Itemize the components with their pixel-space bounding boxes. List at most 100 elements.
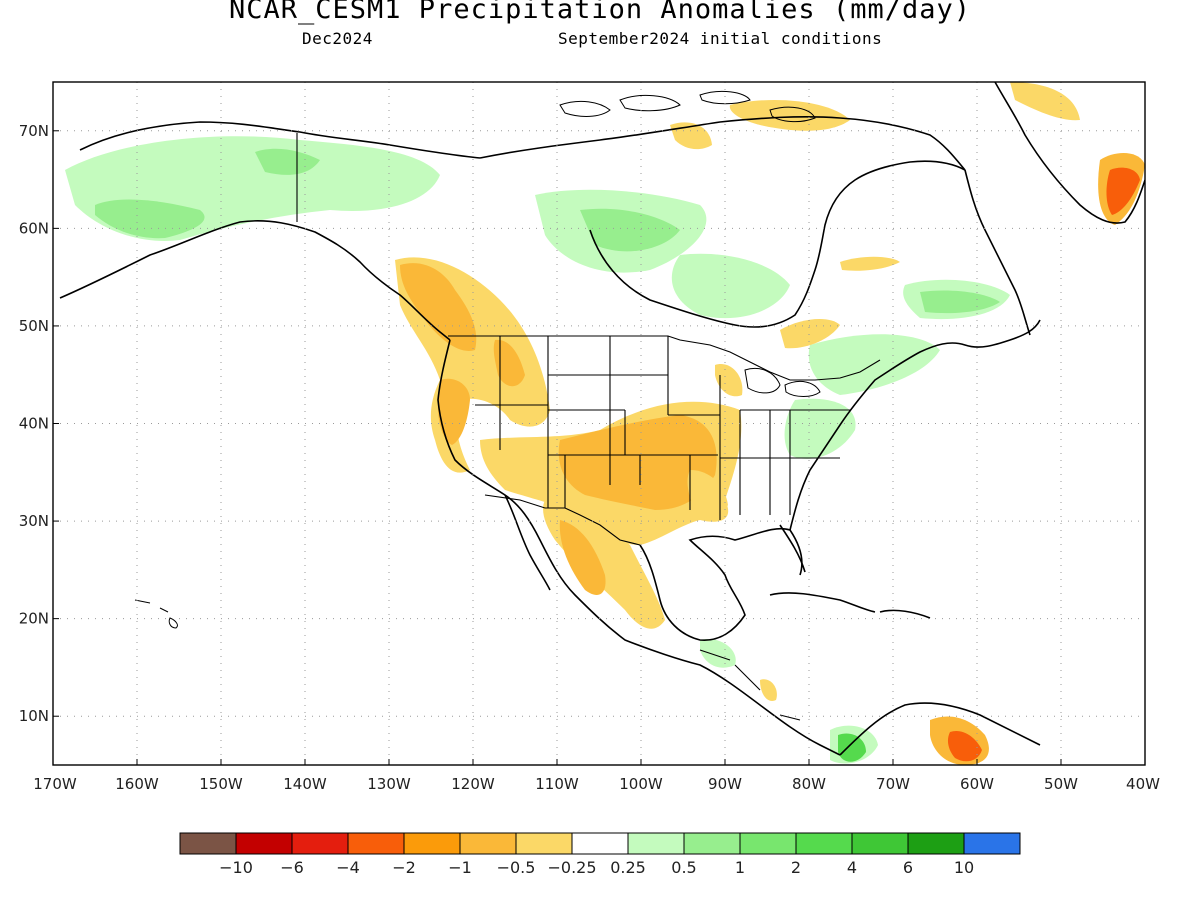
lon-label: 50W [1044,775,1078,793]
lon-label: 60W [960,775,994,793]
colorbar-label: 6 [903,858,913,877]
dry-idaho [493,339,525,387]
coast-greenland [994,82,1145,224]
lat-label: 70N [19,122,49,140]
wet-hudson-core [580,208,680,252]
colorbar-label: 4 [847,858,857,877]
anomaly-field [65,82,1145,765]
dry-lower-mississippi [687,470,728,518]
dry-greenland-se-core [1106,167,1140,215]
state-lines-west [475,336,718,508]
initial-conditions: September2024 initial conditions [558,29,883,48]
lon-label: 120W [451,775,495,793]
lon-label: 150W [199,775,243,793]
border-us-canada [448,335,881,381]
latitude-labels: 10N 20N 30N 40N 50N 60N 70N [19,122,59,725]
colorbar-labels: −10 −6 −4 −2 −1 −0.5 −0.25 0.25 0.5 1 2 4 6 10 [219,858,974,877]
colorbar-label: 0.25 [610,858,646,877]
wet-alaska-core [95,199,205,239]
arctic-islands [559,90,816,123]
coast-hispaniola [879,609,931,619]
lon-label: 90W [708,775,742,793]
colorbar-label: −6 [280,858,304,877]
colorbar-swatch [907,832,965,855]
colorbar-label: −1 [448,858,472,877]
dry-labrador-small [840,256,900,271]
colorbar-label: −0.5 [497,858,536,877]
colorbar-label: −4 [336,858,360,877]
coast-hudson-bay [589,160,966,328]
state-lines-central [609,336,771,520]
wet-central-america [700,639,736,668]
lon-label: 70W [876,775,910,793]
wet-ontario [671,253,790,319]
dry-venezuela-core [947,730,982,762]
colorbar-swatch [515,832,573,855]
colorbar-swatch [459,832,517,855]
lon-label: 40W [1126,775,1160,793]
colorbar-label: 2 [791,858,801,877]
coast-south-america [839,702,1041,756]
lon-label: 140W [283,775,327,793]
borders [296,133,881,721]
lon-label: 130W [367,775,411,793]
dry-baffin-2 [670,122,712,150]
dry-pnw-core [400,263,477,351]
dry-southern-plains [558,415,717,510]
coast-west-us [437,339,841,756]
colorbar-swatch [795,832,853,855]
colorbar-swatch [403,832,461,855]
colorbar-label: 0.5 [671,858,696,877]
colorbar-swatch [235,832,293,855]
coast-baja [504,494,551,591]
coast-cuba [769,592,876,613]
colorbar-swatch [963,832,1021,855]
lon-label: 80W [792,775,826,793]
lat-label: 60N [19,219,49,237]
colorbar [179,832,1021,855]
lon-label: 100W [619,775,663,793]
wet-yukon-core [255,148,320,175]
border-central-america [699,649,801,721]
wet-quebec [808,334,940,395]
coastlines [59,82,1145,756]
lat-label: 30N [19,512,49,530]
coast-arctic [479,115,966,171]
longitude-labels: 170W 160W 150W 140W 130W 120W 110W 100W 90W 80W 70… [33,759,1160,793]
colorbar-swatch [739,832,797,855]
dry-greenland-north [1010,82,1080,121]
forecast-month: Dec2024 [302,29,373,48]
dry-california [437,378,470,445]
colorbar-swatch [683,832,741,855]
colorbar-label: −2 [392,858,416,877]
dry-central-america [760,679,777,701]
colorbar-swatch [179,832,237,855]
wet-northeast [784,398,856,459]
lat-label: 50N [19,317,49,335]
lat-label: 20N [19,610,49,628]
lon-label: 160W [115,775,159,793]
grid-lines [53,82,1145,765]
colorbar-label: 1 [735,858,745,877]
lon-label: 110W [535,775,579,793]
colorbar-swatch [627,832,685,855]
wet-colombia-core [838,733,866,762]
coast-east-us [789,319,1041,531]
colorbar-swatch [851,832,909,855]
colorbar-label: 10 [954,858,974,877]
dry-mexico-core [559,520,606,595]
colorbar-swatch [291,832,349,855]
lon-label: 170W [33,775,77,793]
coast-labrador [964,169,1031,336]
colorbar-label: −10 [219,858,253,877]
hawaii [134,599,178,629]
border-us-mexico [484,494,641,546]
wet-labrador-core [920,290,1000,314]
state-lines-east [720,409,850,515]
coast-alaska [59,220,451,341]
lat-label: 40N [19,415,49,433]
great-lakes [744,367,821,397]
dry-baffin [729,100,850,131]
lat-label: 10N [19,707,49,725]
